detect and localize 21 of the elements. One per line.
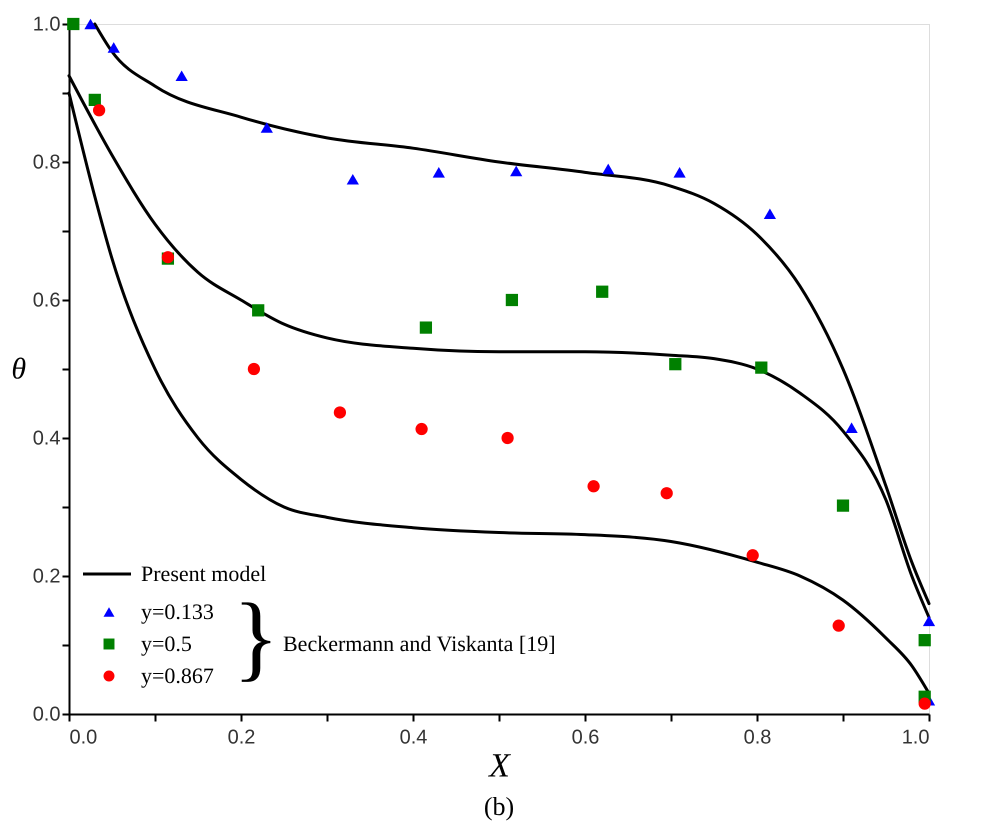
- y-tick-label: 1.0: [32, 14, 60, 36]
- x-tick-label: 0.2: [228, 726, 256, 748]
- y-tick-label: 0.4: [32, 428, 60, 450]
- legend-label: Present model: [141, 561, 266, 586]
- y-tick-label: 0.8: [32, 152, 60, 174]
- annotation: Beckermann and Viskanta [19]: [283, 631, 556, 656]
- legend-label: y=0.867: [141, 663, 214, 688]
- x-tick-label: 0.0: [70, 726, 98, 748]
- y-tick-label: 0.0: [32, 704, 60, 726]
- x-axis-title: X: [487, 748, 512, 784]
- x-tick-label: 0.4: [400, 726, 428, 748]
- x-tick-label: 0.8: [744, 726, 772, 748]
- x-tick-label: 0.6: [572, 726, 600, 748]
- legend-label: y=0.133: [141, 599, 214, 624]
- y-tick-label: 0.6: [32, 290, 60, 312]
- x-tick-label: 1.0: [902, 726, 930, 748]
- text: (b): [484, 792, 514, 821]
- y-axis-title: θ: [11, 352, 26, 386]
- annotation: }: [233, 583, 280, 690]
- y-tick-label: 0.2: [32, 566, 60, 588]
- legend-label: y=0.5: [141, 631, 192, 656]
